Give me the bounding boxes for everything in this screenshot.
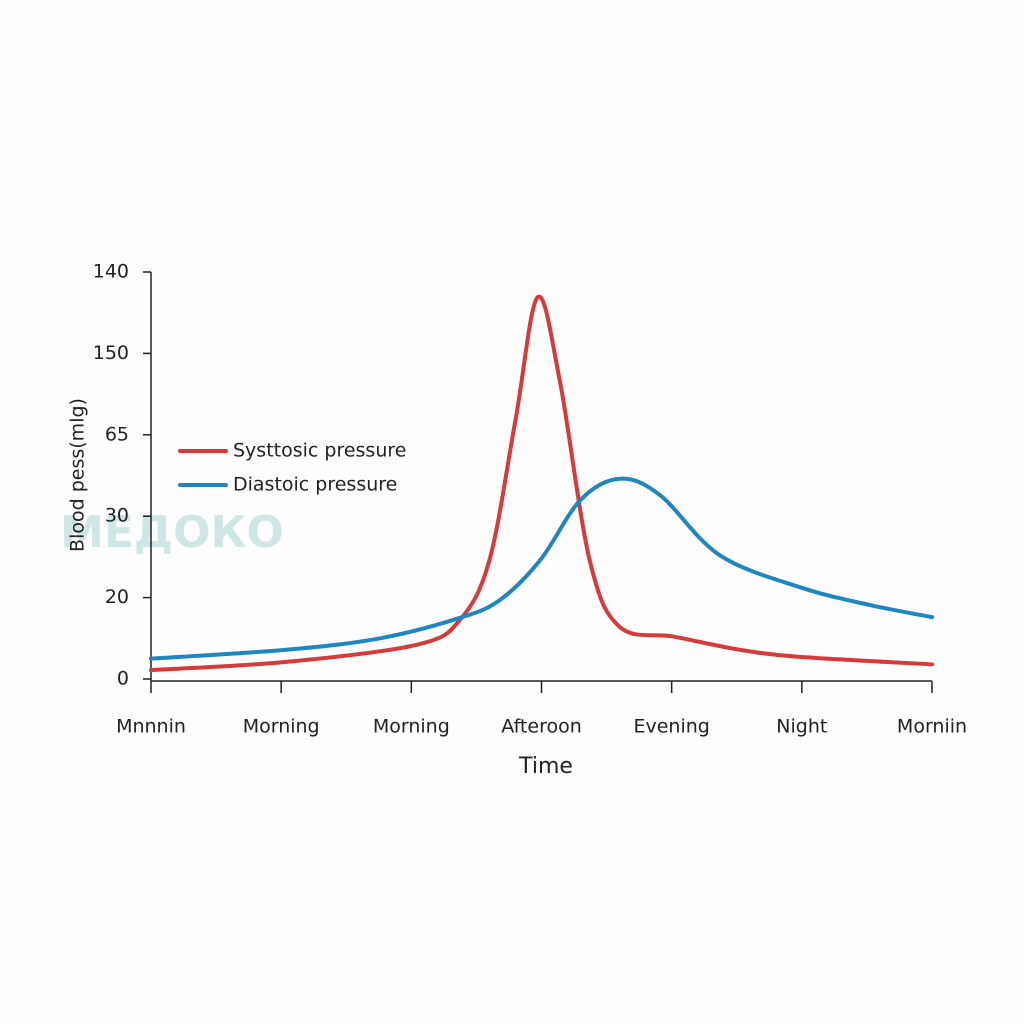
x-tick-label: Morning: [243, 716, 320, 738]
x-tick-label: Evening: [633, 716, 709, 738]
legend-label: Diastoic pressure: [233, 474, 397, 496]
y-tick-label: 65: [105, 423, 129, 445]
y-tick-label: 20: [105, 586, 129, 608]
y-tick-label: 30: [105, 505, 129, 527]
y-tick-label: 150: [93, 342, 129, 364]
x-tick-label: Morning: [373, 716, 450, 738]
y-tick-label: 140: [93, 261, 129, 283]
x-tick-label: Mnnnin: [116, 716, 186, 738]
y-tick-label: 0: [117, 668, 129, 690]
series-line: [149, 294, 934, 673]
x-axis-label: Time: [518, 754, 573, 779]
x-tick-label: Morniin: [897, 716, 967, 738]
watermark: МЕДОКО: [60, 507, 284, 558]
x-tick-label: Afteroon: [501, 716, 582, 738]
x-tick-label: Night: [776, 716, 827, 738]
y-axis-label: Blood pess(mlg): [67, 398, 89, 552]
series-line: [149, 476, 934, 661]
legend-label: Systtosic pressure: [233, 440, 406, 462]
